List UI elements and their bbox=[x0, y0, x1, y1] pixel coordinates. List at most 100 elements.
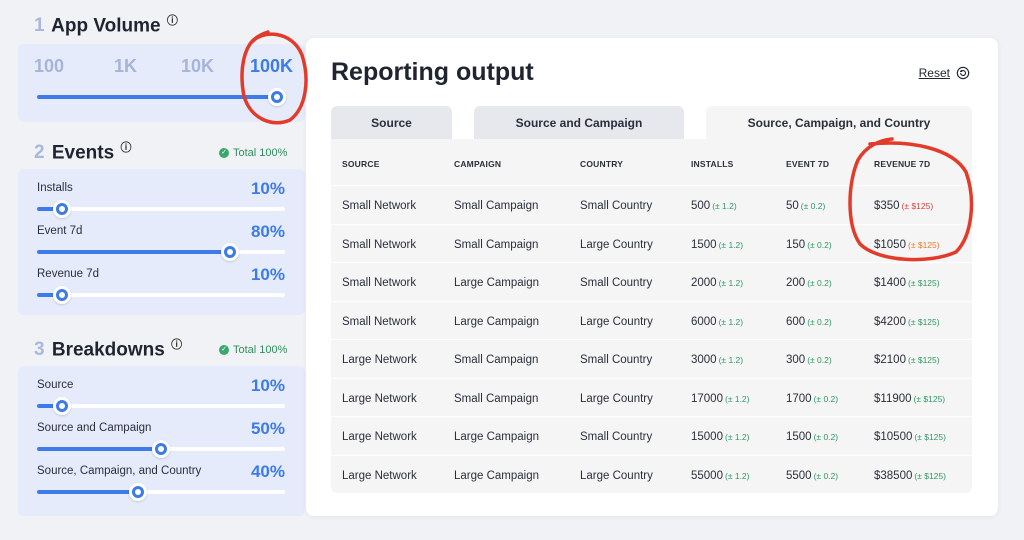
tab-source-campaign-country[interactable]: Source, Campaign, and Country bbox=[706, 106, 972, 139]
app-volume-slider[interactable] bbox=[37, 88, 286, 106]
slider-knob[interactable] bbox=[53, 200, 71, 218]
table-cell-country: Large Country bbox=[580, 470, 653, 482]
table-cell-revenue: $4200 (± $125) bbox=[874, 316, 940, 328]
cell-value: 1500 bbox=[691, 238, 717, 251]
breakdowns-card: Source 10% Source and Campaign 50% Sourc… bbox=[18, 366, 305, 516]
app-volume-card: 100 1K 10K 100K bbox=[18, 44, 305, 122]
cell-value: Small Country bbox=[580, 200, 653, 212]
column-header[interactable]: COUNTRY bbox=[580, 159, 624, 169]
table-cell-country: Small Country bbox=[580, 431, 652, 443]
breakdowns-title: 3 Breakdowns ⓘ bbox=[34, 336, 182, 361]
cell-value: Large Campaign bbox=[454, 315, 540, 328]
cell-error-margin: (± 1.2) bbox=[724, 432, 750, 442]
tab-source-and-campaign[interactable]: Source and Campaign bbox=[474, 106, 684, 139]
slider-knob[interactable] bbox=[53, 397, 71, 415]
table-cell-event: 50 (± 0.2) bbox=[786, 200, 825, 212]
table-cell-installs: 6000 (± 1.2) bbox=[691, 316, 743, 328]
cell-error-margin: (± 0.2) bbox=[807, 278, 832, 288]
volume-option-10k[interactable]: 10K bbox=[181, 56, 215, 76]
cell-error-margin: (± $125) bbox=[907, 355, 940, 365]
table-cell-source: Small Network bbox=[342, 239, 416, 251]
cell-error-margin: (± 0.2) bbox=[807, 355, 832, 365]
cell-error-margin: (± 1.2) bbox=[718, 278, 744, 288]
cell-value: 55000 bbox=[691, 469, 723, 482]
source-and-campaign-slider[interactable] bbox=[37, 440, 285, 458]
cell-value: Small Country bbox=[580, 431, 653, 443]
cell-value: 200 bbox=[786, 277, 806, 289]
cell-value: Small Campaign bbox=[454, 354, 539, 366]
cell-value: 6000 bbox=[691, 315, 717, 328]
cell-error-margin: (± $125) bbox=[901, 201, 934, 211]
table-row: Small Network Large Campaign Large Country… bbox=[331, 300, 972, 340]
table-cell-event: 1500 (± 0.2) bbox=[786, 431, 838, 443]
cell-value: Small Country bbox=[580, 354, 653, 366]
table-cell-event: 150 (± 0.2) bbox=[786, 239, 832, 251]
table-cell-revenue: $11900 (± $125) bbox=[874, 393, 945, 405]
table-cell-country: Small Country bbox=[580, 277, 652, 289]
event-7d-slider[interactable] bbox=[37, 243, 285, 261]
volume-option-1k[interactable]: 1K bbox=[114, 56, 138, 76]
cell-value: Small Network bbox=[342, 200, 417, 212]
installs-slider[interactable] bbox=[37, 200, 285, 218]
source-campaign-country-slider[interactable] bbox=[37, 483, 285, 501]
slider-knob[interactable] bbox=[152, 440, 170, 458]
table-row: Large Network Large Campaign Large Country… bbox=[331, 454, 972, 494]
cell-value: Small Network bbox=[342, 277, 417, 289]
info-icon[interactable]: ⓘ bbox=[120, 142, 132, 154]
table-row: Small Network Large Campaign Small Country… bbox=[331, 262, 972, 301]
section-number: 1 bbox=[34, 15, 45, 37]
cell-value: Small Campaign bbox=[454, 392, 539, 405]
slider-knob[interactable] bbox=[268, 88, 286, 106]
cell-error-margin: (± 1.2) bbox=[712, 201, 737, 211]
cell-value: Small Network bbox=[342, 238, 417, 251]
table-cell-installs: 500 (± 1.2) bbox=[691, 200, 737, 212]
events-title: 2 Events ⓘ bbox=[34, 139, 131, 164]
app-volume-title: 1 App Volume ⓘ bbox=[34, 12, 178, 37]
cell-error-margin: (± $125) bbox=[907, 239, 940, 250]
slider-knob[interactable] bbox=[129, 483, 147, 501]
section-number: 3 bbox=[34, 339, 45, 361]
column-header[interactable]: INSTALLS bbox=[691, 159, 734, 169]
cell-value: 5500 bbox=[786, 469, 812, 482]
table-cell-installs: 3000 (± 1.2) bbox=[691, 354, 743, 366]
column-header[interactable]: EVENT 7D bbox=[786, 159, 830, 169]
cell-value: 50 bbox=[786, 200, 799, 212]
revenue-7d-slider[interactable] bbox=[37, 286, 285, 304]
breakdowns-row-pct: 50% bbox=[250, 419, 285, 438]
table-cell-source: Small Network bbox=[342, 316, 416, 328]
slider-fill bbox=[37, 95, 285, 99]
info-icon[interactable]: ⓘ bbox=[171, 339, 183, 351]
cell-value: $1050 bbox=[874, 238, 906, 251]
volume-option-100[interactable]: 100 bbox=[34, 56, 65, 76]
source-slider[interactable] bbox=[37, 397, 285, 415]
tab-source[interactable]: Source bbox=[331, 106, 452, 139]
table-cell-campaign: Small Campaign bbox=[454, 239, 538, 251]
volume-option-100k[interactable]: 100K bbox=[250, 56, 294, 76]
slider-knob[interactable] bbox=[53, 286, 71, 304]
reset-button[interactable]: Reset bbox=[919, 66, 970, 80]
slider-knob[interactable] bbox=[221, 243, 239, 261]
info-icon[interactable]: ⓘ bbox=[166, 15, 178, 27]
events-row-pct: 80% bbox=[250, 222, 285, 241]
cell-value: $10500 bbox=[874, 431, 913, 443]
column-header[interactable]: SOURCE bbox=[342, 159, 380, 169]
breakdowns-row-pct: 40% bbox=[250, 462, 285, 481]
table-cell-country: Large Country bbox=[580, 393, 653, 405]
cell-value: Large Network bbox=[342, 354, 417, 366]
breakdowns-row-label: Source bbox=[37, 379, 74, 391]
table-cell-installs: 2000 (± 1.2) bbox=[691, 277, 743, 289]
column-header[interactable]: CAMPAIGN bbox=[454, 159, 502, 169]
column-header[interactable]: REVENUE 7D bbox=[874, 159, 931, 169]
table-header: SOURCE CAMPAIGN COUNTRY INSTALLS EVENT 7… bbox=[331, 139, 972, 183]
events-card: Installs 10% Event 7d 80% Revenue 7d 10% bbox=[18, 169, 305, 315]
slider-fill bbox=[37, 250, 231, 254]
events-total: ✓ Total 100% bbox=[219, 147, 287, 159]
events-row-label: Installs bbox=[37, 182, 73, 194]
table-cell-revenue: $10500 (± $125) bbox=[874, 431, 946, 443]
cell-value: Large Country bbox=[580, 238, 653, 251]
cell-error-margin: (± 0.2) bbox=[813, 393, 839, 404]
cell-value: 17000 bbox=[691, 392, 723, 405]
cell-value: 1500 bbox=[786, 431, 812, 443]
cell-value: Small Network bbox=[342, 315, 417, 328]
slider-fill bbox=[37, 447, 161, 451]
